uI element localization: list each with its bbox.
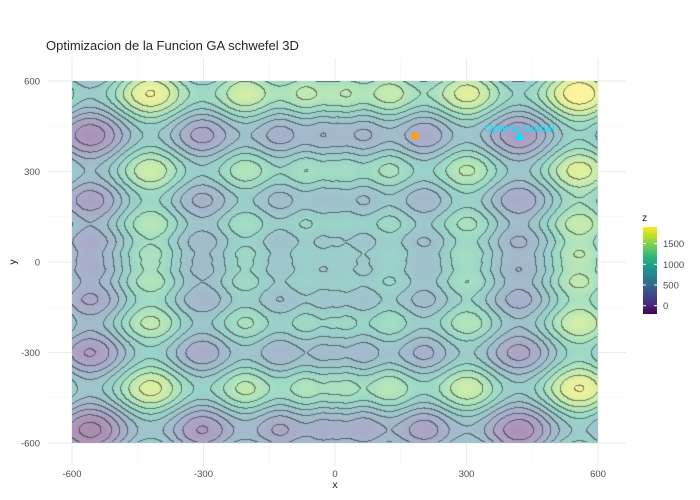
y-tick-label: -300: [21, 348, 40, 359]
ga-solution-point: [411, 131, 420, 140]
y-tick-label: 600: [24, 77, 40, 88]
y-axis-title: y: [7, 259, 19, 265]
global-optimum-label: Optimo Global: [484, 123, 554, 135]
global-optimum-marker: [514, 131, 525, 141]
chart-title: Optimizacion de la Funcion GA schwefel 3…: [46, 38, 299, 53]
x-tick-label: 0: [332, 469, 337, 480]
marks-layer: Optimo Global: [411, 123, 555, 141]
legend: z 0 500 1000 1500: [642, 212, 684, 314]
legend-ticks: 0 500 1000 1500: [643, 239, 684, 312]
legend-tick-label: 500: [663, 281, 679, 292]
contour-lines: [72, 81, 598, 443]
y-tick-label: -600: [21, 439, 40, 450]
x-tick-label: -600: [62, 469, 81, 480]
ticks-layer: -600 -300 0 300 600 -600 -300 0 300 600: [21, 77, 606, 481]
legend-tick-label: 1000: [663, 260, 684, 271]
x-tick-label: 600: [590, 469, 606, 480]
legend-colorbar: [643, 227, 657, 314]
legend-title: z: [642, 212, 647, 224]
x-axis-title: x: [332, 479, 338, 491]
y-tick-label: 0: [35, 258, 40, 269]
x-tick-label: 300: [459, 469, 475, 480]
legend-tick-label: 0: [663, 301, 668, 312]
y-tick-label: 300: [24, 167, 40, 178]
legend-tick-label: 1500: [663, 239, 684, 250]
x-tick-label: -300: [194, 469, 213, 480]
